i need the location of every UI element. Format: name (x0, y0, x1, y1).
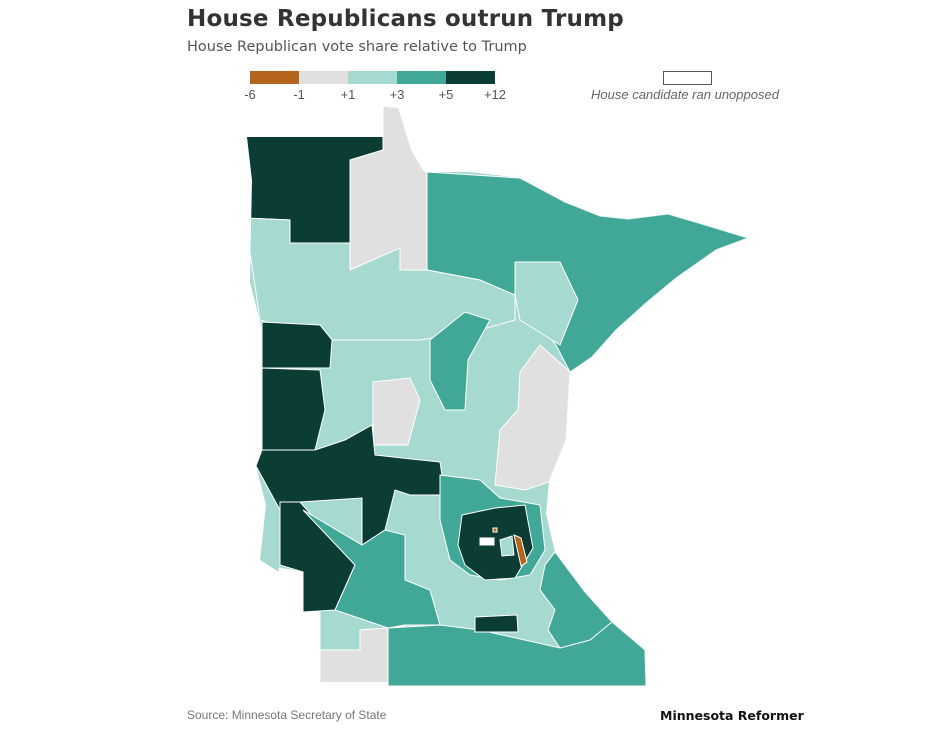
legend-unopposed-label: House candidate ran unopposed (591, 87, 779, 102)
district-region (539, 551, 613, 649)
legend-swatch-neg1 (299, 71, 348, 84)
district-region (494, 344, 571, 491)
legend-label: +5 (438, 87, 454, 102)
legend-label: +3 (389, 87, 405, 102)
district-region (279, 501, 356, 613)
district-region (302, 509, 441, 629)
legend-swatch-neg6 (250, 71, 299, 84)
district-region (457, 504, 534, 581)
legend-label: +12 (483, 87, 507, 102)
brand-logo-text: Minnesota Reformer (660, 708, 804, 723)
district-region (247, 217, 516, 341)
district-region (349, 107, 428, 271)
district-region (474, 614, 519, 633)
district-region (429, 311, 491, 411)
legend-label: -1 (293, 87, 305, 102)
source-note: Source: Minnesota Secretary of State (187, 708, 387, 722)
district-region (513, 534, 528, 567)
legend-label: +1 (340, 87, 356, 102)
legend-swatch-pos3 (397, 71, 446, 84)
district-region (499, 535, 515, 557)
legend-swatch-pos5 (446, 71, 495, 84)
legend-swatch-pos1 (348, 71, 397, 84)
district-region (492, 527, 498, 533)
district-region (261, 321, 333, 369)
district-region (261, 367, 326, 456)
legend-label: -6 (244, 87, 256, 102)
map-title: House Republicans outrun Trump (187, 6, 624, 32)
district-region (479, 537, 495, 546)
map-subtitle: House Republican vote share relative to … (187, 39, 527, 55)
legend-swatch-unopposed (663, 71, 712, 85)
